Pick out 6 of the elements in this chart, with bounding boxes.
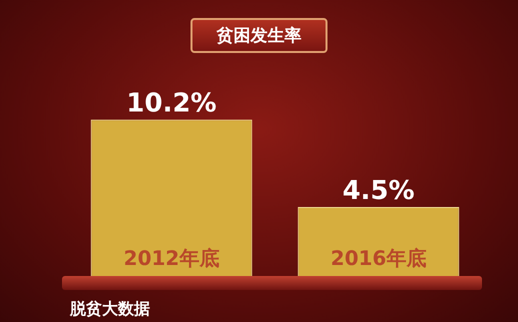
data-label: 4.5% xyxy=(342,176,415,206)
text: 脱贫大数据 xyxy=(70,299,150,320)
data-label: 10.2% xyxy=(126,88,217,118)
x-tick-label: 2012年底 xyxy=(124,246,220,270)
x-tick-label: 2016年底 xyxy=(330,246,426,270)
chart-title: 贫困发生率 xyxy=(190,18,328,53)
